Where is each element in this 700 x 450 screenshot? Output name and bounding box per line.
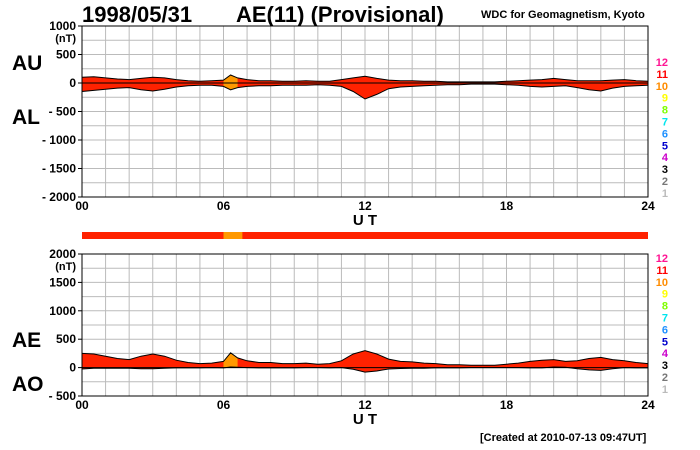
panel-lower-y-tick-label: 500 — [56, 332, 76, 346]
panel-upper-station-count-legend-item: 12 — [656, 57, 668, 69]
panel-lower-station-count-legend-item: 7 — [662, 313, 668, 325]
panel-lower-station-count-legend-item: 5 — [662, 336, 668, 348]
panel-upper-series-au-line — [81, 74, 649, 83]
panel-lower-x-tick-label: 12 — [358, 398, 372, 412]
created-timestamp: [Created at 2010-07-13 09:47UT] — [480, 432, 647, 444]
panel-lower-station-count-legend-item: 2 — [662, 372, 668, 384]
panel-upper-station-count-legend-item: 9 — [662, 93, 668, 105]
panel-lower-side-label-ae: AE — [12, 329, 41, 352]
panel-lower-station-count-legend-item: 11 — [656, 265, 668, 277]
panel-lower-station-count-legend-item: 8 — [662, 301, 668, 313]
panel-upper-series-al-line — [81, 83, 649, 100]
panel-upper-side-label-al: AL — [12, 106, 40, 129]
panel-upper-y-tick-label: 0 — [69, 76, 76, 90]
plot-title: AE(11) (Provisional) — [236, 2, 444, 27]
panel-upper-station-count-legend-item: 4 — [662, 152, 669, 164]
panel-upper-y-tick-label: - 1500 — [42, 162, 76, 176]
panel-upper-low-station-area — [223, 75, 238, 90]
panel-upper-station-count-legend-item: 3 — [662, 164, 668, 176]
panel-lower-y-tick-label: 1000 — [49, 304, 76, 318]
panel-lower-series-ae-line — [81, 350, 649, 366]
panel-lower-station-count-legend-item: 10 — [656, 277, 668, 289]
panel-upper-y-tick-label: 1000 — [49, 19, 76, 33]
organization-label: WDC for Geomagnetism, Kyoto — [481, 9, 645, 21]
panel-lower-station-count-legend-item: 12 — [656, 253, 668, 265]
panel-lower-x-tick-label: 18 — [500, 398, 514, 412]
panel-upper-x-axis-label: U T — [353, 212, 377, 229]
panel-upper-x-tick-label: 00 — [75, 199, 89, 213]
panel-lower-unit-label: (nT) — [55, 261, 76, 273]
panel-lower-frame — [81, 253, 649, 397]
panel-upper-station-count-legend-item: 1 — [662, 188, 668, 200]
panel-lower-station-count-legend-item: 9 — [662, 289, 668, 301]
panel-upper-x-tick-label: 24 — [641, 199, 655, 213]
station-count-bar — [82, 232, 648, 239]
panel-upper-station-count-legend-item: 8 — [662, 105, 668, 117]
panel-upper-x-tick-label: 18 — [500, 199, 514, 213]
panel-lower-y-tick-label: - 500 — [49, 389, 77, 403]
panel-upper-y-tick-label: - 500 — [49, 105, 77, 119]
panel-upper-station-count-legend-item: 7 — [662, 117, 668, 129]
panel-upper-station-count-legend-item: 2 — [662, 176, 668, 188]
panel-lower-x-tick-label: 24 — [641, 398, 655, 412]
panel-upper-side-label-au: AU — [12, 52, 42, 75]
panel-upper-station-count-legend-item: 10 — [656, 81, 668, 93]
plot-date: 1998/05/31 — [82, 2, 193, 27]
panel-upper-station-count-legend-item: 11 — [656, 69, 668, 81]
panel-lower-y-tick-label: 2000 — [49, 247, 76, 261]
panel-lower-low-station-area — [223, 352, 238, 368]
panel-lower-side-label-ao: AO — [12, 373, 44, 396]
panel-upper-station-count-legend-item: 6 — [662, 128, 668, 140]
panel-upper-station-count-legend-item: 5 — [662, 140, 668, 152]
panel-lower-station-count-legend-item: 6 — [662, 324, 668, 336]
panel-upper-y-tick-label: - 1000 — [42, 133, 76, 147]
panel-lower-y-tick-label: 0 — [69, 361, 76, 375]
panel-upper-x-tick-label: 06 — [217, 199, 231, 213]
panel-lower-x-axis-label: U T — [353, 411, 377, 428]
station-count-bar-low-segment — [223, 232, 243, 239]
panel-lower-station-count-legend-item: 3 — [662, 360, 668, 372]
panel-lower-x-tick-label: 06 — [217, 398, 231, 412]
panel-lower-station-count-legend-item: 1 — [662, 384, 668, 396]
panel-upper-unit-label: (nT) — [55, 33, 76, 45]
panel-lower-x-tick-label: 00 — [75, 398, 89, 412]
panel-upper-y-tick-label: - 2000 — [42, 190, 76, 204]
panel-lower-y-tick-label: 1500 — [49, 275, 76, 289]
panel-upper-y-tick-label: 500 — [56, 48, 76, 62]
panel-upper-x-tick-label: 12 — [358, 199, 372, 213]
panel-lower-station-count-legend-item: 4 — [662, 348, 669, 360]
